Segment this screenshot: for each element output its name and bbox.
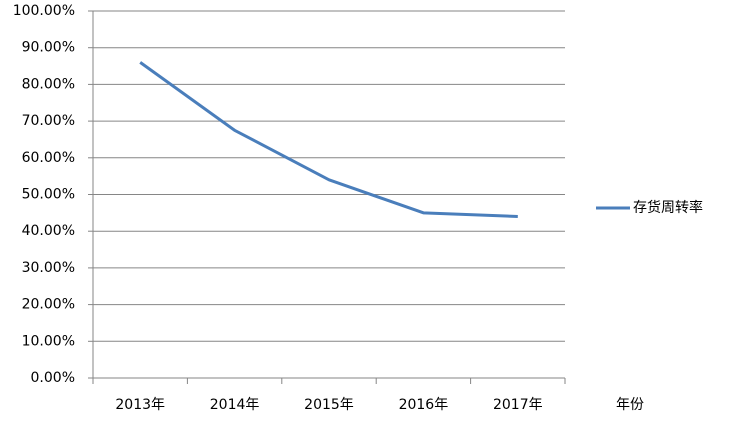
y-tick-label: 10.00%: [22, 333, 75, 349]
data-line: [139, 61, 518, 219]
x-tick-label: 2017年: [493, 397, 543, 413]
x-tick-label: 2015年: [304, 397, 354, 413]
x-tick-label: 2013年: [115, 397, 165, 413]
y-tick-label: 20.00%: [22, 297, 75, 313]
y-tick-label: 100.00%: [13, 3, 75, 19]
y-tick-label: 90.00%: [22, 40, 75, 56]
y-tick-label: 0.00%: [31, 370, 75, 386]
y-tick-label: 60.00%: [22, 150, 75, 166]
y-tick-label: 40.00%: [22, 223, 75, 239]
y-tick-label: 50.00%: [22, 187, 75, 203]
x-tick-label: 2016年: [399, 397, 449, 413]
x-tick-label: 2014年: [210, 397, 260, 413]
y-tick-label: 80.00%: [22, 76, 75, 92]
y-tick-label: 70.00%: [22, 113, 75, 129]
y-tick-label: 30.00%: [22, 260, 75, 276]
x-axis-label: 年份: [616, 397, 644, 413]
legend-label: 存货周转率: [633, 199, 703, 216]
